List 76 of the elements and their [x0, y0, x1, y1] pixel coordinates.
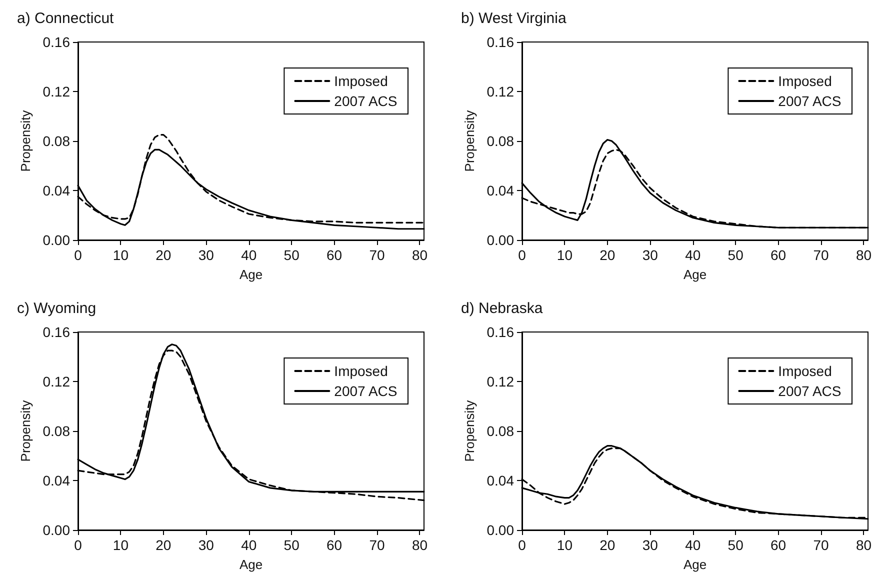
legend-label: Imposed: [334, 363, 388, 379]
y-tick-label: 0.00: [42, 522, 70, 538]
y-tick-label: 0.00: [486, 522, 514, 538]
x-tick-label: 60: [326, 247, 342, 263]
x-tick-label: 10: [556, 537, 573, 553]
x-tick-label: 50: [284, 247, 300, 263]
y-tick-label: 0.16: [486, 324, 514, 340]
y-tick-label: 0.12: [486, 374, 514, 390]
y-tick-label: 0.04: [486, 182, 514, 198]
x-axis-title: Age: [239, 267, 263, 282]
legend-label: 2007 ACS: [334, 93, 398, 109]
x-tick-label: 30: [642, 247, 658, 263]
y-axis-title: Propensity: [462, 400, 477, 462]
chart-title: c) Wyoming: [17, 300, 96, 317]
x-axis-title: Age: [239, 557, 263, 572]
x-axis-title: Age: [683, 557, 707, 572]
legend-label: 2007 ACS: [778, 383, 842, 399]
y-tick-label: 0.12: [42, 84, 70, 100]
y-axis-title: Propensity: [18, 110, 33, 172]
x-tick-label: 40: [685, 537, 701, 553]
x-tick-label: 60: [326, 537, 342, 553]
x-tick-label: 20: [600, 247, 616, 263]
y-tick-label: 0.16: [42, 324, 70, 340]
chart-title: a) Connecticut: [17, 10, 115, 27]
y-axis-title: Propensity: [462, 110, 477, 172]
x-tick-label: 10: [556, 247, 573, 263]
x-tick-label: 70: [813, 537, 830, 553]
y-tick-label: 0.08: [42, 423, 70, 439]
y-tick-label: 0.16: [486, 34, 514, 50]
x-tick-label: 20: [156, 247, 172, 263]
legend-label: Imposed: [778, 363, 832, 379]
x-tick-label: 60: [770, 537, 786, 553]
x-tick-label: 70: [369, 247, 386, 263]
chart-title: b) West Virginia: [461, 10, 567, 27]
x-tick-label: 40: [685, 247, 701, 263]
x-tick-label: 0: [74, 247, 82, 263]
y-tick-label: 0.04: [42, 472, 70, 488]
x-tick-label: 0: [74, 537, 82, 553]
x-tick-label: 70: [813, 247, 830, 263]
x-axis-title: Age: [683, 267, 707, 282]
x-tick-label: 80: [856, 247, 872, 263]
x-tick-label: 80: [856, 537, 872, 553]
y-tick-label: 0.16: [42, 34, 70, 50]
x-tick-label: 30: [198, 247, 214, 263]
x-tick-label: 70: [369, 537, 386, 553]
x-tick-label: 30: [198, 537, 214, 553]
y-tick-label: 0.00: [486, 232, 514, 248]
y-tick-label: 0.04: [486, 472, 514, 488]
legend-label: Imposed: [778, 73, 832, 89]
y-tick-label: 0.00: [42, 232, 70, 248]
x-tick-label: 0: [518, 247, 526, 263]
legend-label: 2007 ACS: [778, 93, 842, 109]
x-tick-label: 10: [112, 537, 129, 553]
x-tick-label: 50: [728, 247, 744, 263]
y-tick-label: 0.08: [486, 133, 514, 149]
x-tick-label: 20: [156, 537, 172, 553]
y-tick-label: 0.04: [42, 182, 70, 198]
x-tick-label: 40: [241, 537, 257, 553]
x-tick-label: 60: [770, 247, 786, 263]
y-tick-label: 0.12: [42, 374, 70, 390]
y-axis-title: Propensity: [18, 400, 33, 462]
y-tick-label: 0.12: [486, 84, 514, 100]
x-tick-label: 20: [600, 537, 616, 553]
x-tick-label: 80: [412, 247, 428, 263]
x-tick-label: 40: [241, 247, 257, 263]
x-tick-label: 0: [518, 537, 526, 553]
y-tick-label: 0.08: [42, 133, 70, 149]
legend-label: Imposed: [334, 73, 388, 89]
x-tick-label: 30: [642, 537, 658, 553]
y-tick-label: 0.08: [486, 423, 514, 439]
x-tick-label: 80: [412, 537, 428, 553]
x-tick-label: 50: [728, 537, 744, 553]
x-tick-label: 10: [112, 247, 129, 263]
x-tick-label: 50: [284, 537, 300, 553]
chart-title: d) Nebraska: [461, 300, 544, 317]
legend-label: 2007 ACS: [334, 383, 398, 399]
